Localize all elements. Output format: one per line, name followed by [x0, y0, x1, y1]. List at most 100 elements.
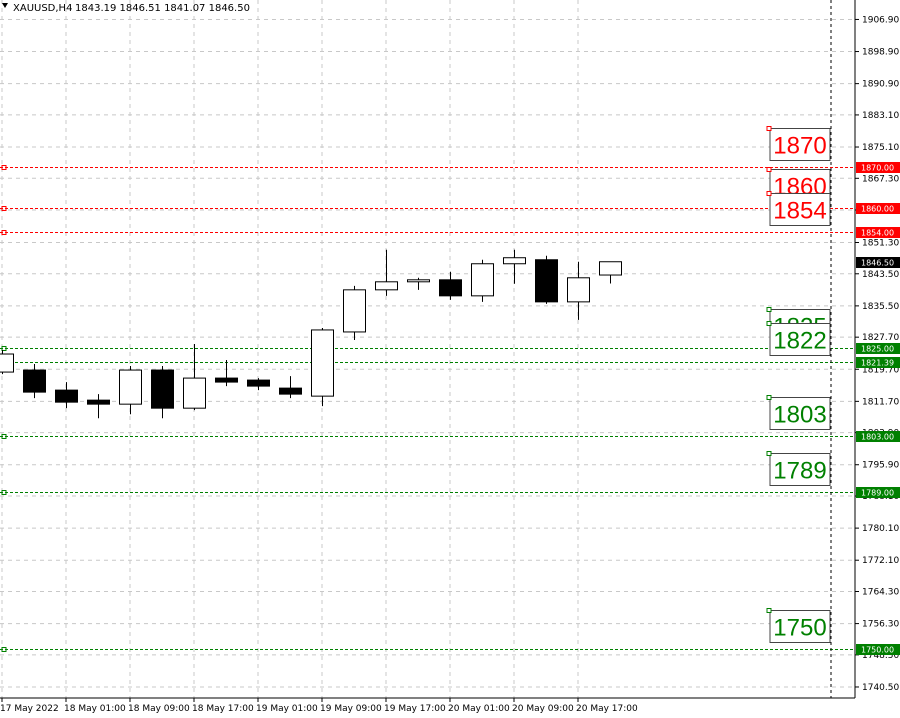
level-label-anchor: [766, 451, 772, 456]
level-anchor: [1, 490, 7, 495]
level-label-text: 1789: [773, 458, 826, 485]
level-label-box: [769, 397, 831, 430]
candle-body: [599, 261, 622, 276]
candle-body: [247, 379, 270, 387]
candle-body: [23, 369, 46, 393]
level-label-box: [769, 610, 831, 643]
level-label-text: 1854: [773, 198, 826, 225]
candle-body: [439, 279, 462, 297]
level-price-tag-text: 1821.39: [861, 359, 894, 368]
x-tick-label: 20 May 09:00: [512, 704, 574, 714]
candle-body: [151, 369, 174, 409]
level-label-anchor: [766, 167, 772, 172]
level-price-tag: [856, 644, 900, 655]
y-tick-label: 1819.70: [862, 365, 899, 375]
time-scale: 17 May 2022 18 May 01:00 18 May 09:00 18 Ma…: [0, 698, 638, 714]
y-tick-label: 1867.30: [862, 174, 899, 184]
level-anchor: [1, 206, 7, 211]
level-label-anchor: [766, 608, 772, 613]
level-price-tag: [856, 487, 900, 498]
level-price-tag-text: 1750.00: [861, 646, 894, 655]
x-tick-label: 20 May 17:00: [576, 704, 638, 714]
candle-body: [0, 353, 14, 373]
x-tick-label: 18 May 17:00: [192, 704, 254, 714]
level-anchor: [1, 230, 7, 235]
y-tick-label: 1740.50: [862, 683, 899, 693]
level-price-tag-text: 1825.00: [861, 345, 894, 354]
level-price-tag-text: 1803.00: [861, 433, 894, 442]
level-anchor: [1, 346, 7, 351]
current-price-tag: [856, 257, 900, 268]
y-tick-label: 1756.30: [862, 620, 899, 630]
y-tick-label: 1835.50: [862, 302, 899, 312]
candle-body: [119, 369, 142, 405]
level-price-tag-text: 1860.00: [861, 205, 894, 214]
y-tick-label: 1875.10: [862, 143, 899, 153]
y-tick-label: 1906.90: [862, 15, 899, 25]
y-tick-label: 1851.30: [862, 238, 899, 248]
level-price-tag: [856, 357, 900, 368]
candle-body: [55, 389, 78, 403]
level-label-anchor: [766, 395, 772, 400]
grid: [0, 0, 855, 698]
axes: [0, 0, 856, 699]
horizontal-levels: [0, 165, 855, 652]
candle-body: [183, 377, 206, 409]
level-price-tag: [856, 227, 900, 238]
y-tick-label: 1764.30: [862, 588, 899, 598]
level-anchor: [1, 647, 7, 652]
y-tick-label: 1748.50: [862, 651, 899, 661]
y-tick-label: 1883.10: [862, 111, 899, 121]
level-price-tag-text: 1870.00: [861, 164, 894, 173]
y-tick-label: 1772.10: [862, 556, 899, 566]
candle-body: [279, 387, 302, 395]
y-tick-label: 1795.90: [862, 461, 899, 471]
x-tick-label: 17 May 2022: [0, 704, 59, 714]
current-price-tag-text: 1846.50: [861, 259, 894, 268]
x-tick-label: 20 May 01:00: [448, 704, 510, 714]
level-label-box: [769, 128, 831, 161]
level-label-anchor: [766, 126, 772, 131]
x-tick-label: 18 May 09:00: [128, 704, 190, 714]
level-price-tag: [856, 343, 900, 354]
level-label-box: [769, 193, 831, 226]
candle-body: [407, 279, 430, 283]
level-price-tag-text: 1854.00: [861, 229, 894, 238]
candle-body: [567, 277, 590, 303]
y-tick-label: 1827.70: [862, 333, 899, 343]
level-labels: 18701860185418251822180317891750: [766, 126, 831, 643]
level-label-text: 1870: [773, 133, 826, 160]
candle-body: [535, 259, 558, 303]
y-tick-label: 1811.70: [862, 397, 899, 407]
level-label-anchor: [766, 307, 772, 312]
candle-body: [343, 289, 366, 333]
x-tick-label: 19 May 01:00: [256, 704, 318, 714]
candles: [0, 249, 622, 419]
level-anchor: [1, 165, 7, 170]
ohlc-values: 1843.19 1846.51 1841.07 1846.50: [75, 3, 250, 14]
price-tags: 1870.00 1860.00 1854.00 1825.00 1821.39 1803.…: [856, 162, 900, 655]
candle-body: [471, 263, 494, 297]
level-label-box: [769, 453, 831, 486]
level-price-tag: [856, 431, 900, 442]
dropdown-icon[interactable]: [2, 3, 8, 8]
symbol-label: XAUUSD,H4: [13, 3, 72, 14]
level-anchor: [1, 434, 7, 439]
level-label-box: [769, 323, 831, 356]
candle-body: [503, 257, 526, 265]
level-label-text: 1822: [773, 328, 826, 355]
x-tick-label: 18 May 01:00: [64, 704, 126, 714]
candle-body: [215, 377, 238, 383]
level-price-tag: [856, 203, 900, 214]
chart-header: XAUUSD,H4 1843.19 1846.51 1841.07 1846.5…: [2, 3, 250, 14]
candle-body: [311, 329, 334, 397]
level-label-anchor: [766, 191, 772, 196]
x-tick-label: 19 May 17:00: [384, 704, 446, 714]
y-tick-label: 1780.10: [862, 524, 899, 534]
level-label-anchor: [766, 321, 772, 326]
candle-body: [87, 399, 110, 405]
level-price-tag-text: 1789.00: [861, 489, 894, 498]
y-tick-label: 1890.90: [862, 80, 899, 90]
